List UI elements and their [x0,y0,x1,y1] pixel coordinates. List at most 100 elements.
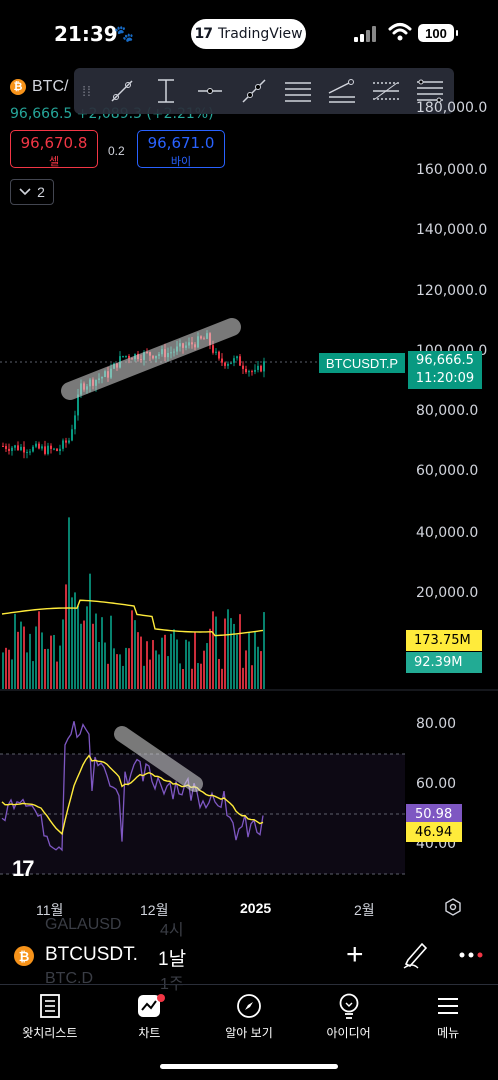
nav-chart[interactable]: 차트 [100,988,200,1048]
candle-body [41,446,43,449]
volume-bar [14,613,16,689]
nav-explore[interactable]: 알아 보기 [199,988,299,1048]
candle-body [245,368,247,373]
fib-channel-tool[interactable] [364,71,408,111]
ray-icon [242,79,266,103]
volume-bar [155,650,157,689]
volume-bar [35,626,37,689]
candle-body [218,351,220,359]
ghost-symbol: GALAUSD [45,916,122,933]
time-axis-label: 2025 [240,900,272,916]
candle-body [29,451,31,453]
sell-button[interactable]: 96,670.8 셀 [10,130,98,168]
candle-body [257,365,259,370]
horizontal-ray-tool[interactable] [188,71,232,111]
volume-bar [149,659,151,689]
drawing-toolbar: ⁞⁞ [74,68,454,114]
rsi-drawing-highlight [114,726,203,792]
volume-bar [53,634,55,689]
trendline-icon [111,80,133,102]
volume-bar [50,635,52,689]
candle-body [44,446,46,454]
add-symbol-button[interactable]: + [346,938,364,971]
candle-body [68,440,70,443]
volume-bar [107,663,109,689]
volume-bar [245,650,247,689]
chart-area[interactable]: ₿ BTC/ 96,666.5 +2,089.3 (+2.21%) ⁞⁞ [0,64,498,934]
sell-price: 96,670.8 [20,134,88,152]
candle-body [125,355,127,357]
volume-bar [209,628,211,689]
volume-bar [95,613,97,689]
indicator-count: 2 [37,184,45,200]
volume-bar [203,650,205,689]
parallel-channel-icon [285,82,311,102]
volume-bar [122,665,124,689]
volume-bar [251,665,253,689]
drag-handle-icon[interactable]: ⁞⁞ [82,83,92,99]
volume-bar [131,610,133,689]
volume-bar [5,647,7,689]
trendline-tool[interactable] [100,71,144,111]
volume-bar [164,634,166,689]
candle-body [215,351,217,353]
tradingview-logo-icon: 17 [194,26,213,42]
nav-label: 차트 [138,1026,161,1040]
indicator-collapse-button[interactable]: 2 [10,179,54,205]
volume-bar [59,645,61,689]
interval-selector[interactable]: 1날 [158,949,187,970]
regression-trend-tool[interactable] [320,71,364,111]
volume-bar [116,654,118,689]
candle-body [227,363,229,366]
candle-body [32,446,34,452]
volume-bar [152,640,154,689]
volume-bar [113,648,115,689]
watchlist-icon [39,994,60,1018]
volume-bar [74,592,76,689]
chart-canvas[interactable] [0,64,498,934]
nav-menu[interactable]: 메뉴 [398,988,498,1048]
drawing-tools-icon[interactable] [402,940,432,970]
ghost-interval: 4시 [160,922,184,939]
symbol-legend[interactable]: ₿ BTC/ [10,78,68,96]
volume-bar [215,616,217,689]
parallel-channel-tool[interactable] [276,71,320,111]
volume-tag: 92.39M [406,652,482,673]
nav-ideas[interactable]: 아이디어 [299,988,399,1048]
price-axis-label: 180,000.0 [416,100,488,116]
volume-bar [179,663,181,689]
ray-tool[interactable] [232,71,276,111]
candle-body [236,356,238,359]
chart-settings-icon[interactable] [444,898,462,916]
buy-button[interactable]: 96,671.0 바이 [137,130,225,168]
volume-bar [44,648,46,689]
candle-body [239,356,241,366]
volume-bar [134,620,136,689]
nav-label: 메뉴 [437,1026,460,1040]
candle-body [74,415,76,430]
volume-bar [185,639,187,689]
volume-bar [221,668,223,689]
symbol-tag: BTCUSDT.P [319,353,405,373]
nav-label: 알아 보기 [225,1026,273,1040]
volume-bar [110,615,112,689]
symbol-selector[interactable]: BTCUSDT. [45,944,138,965]
fib-retracement-tool[interactable] [408,71,452,111]
candle-body [59,448,61,452]
candle-body [221,358,223,363]
time-axis-label: 11월 [36,902,64,918]
candle-body [2,446,4,447]
volume-bar [26,652,28,689]
tradingview-pill[interactable]: 17 TradingView [191,19,306,49]
more-options-icon[interactable] [458,942,484,968]
vertical-line-tool[interactable] [144,71,188,111]
volume-bar [128,648,130,689]
buy-price: 96,671.0 [147,134,215,152]
price-axis-label: 140,000.0 [416,222,488,238]
candle-body [128,355,130,359]
nav-label: 왓치리스트 [22,1026,78,1040]
nav-watchlist[interactable]: 왓치리스트 [0,988,100,1048]
sell-label: 셀 [48,156,60,168]
rsi-axis-label: 60.00 [416,776,457,792]
volume-bar [194,631,196,689]
